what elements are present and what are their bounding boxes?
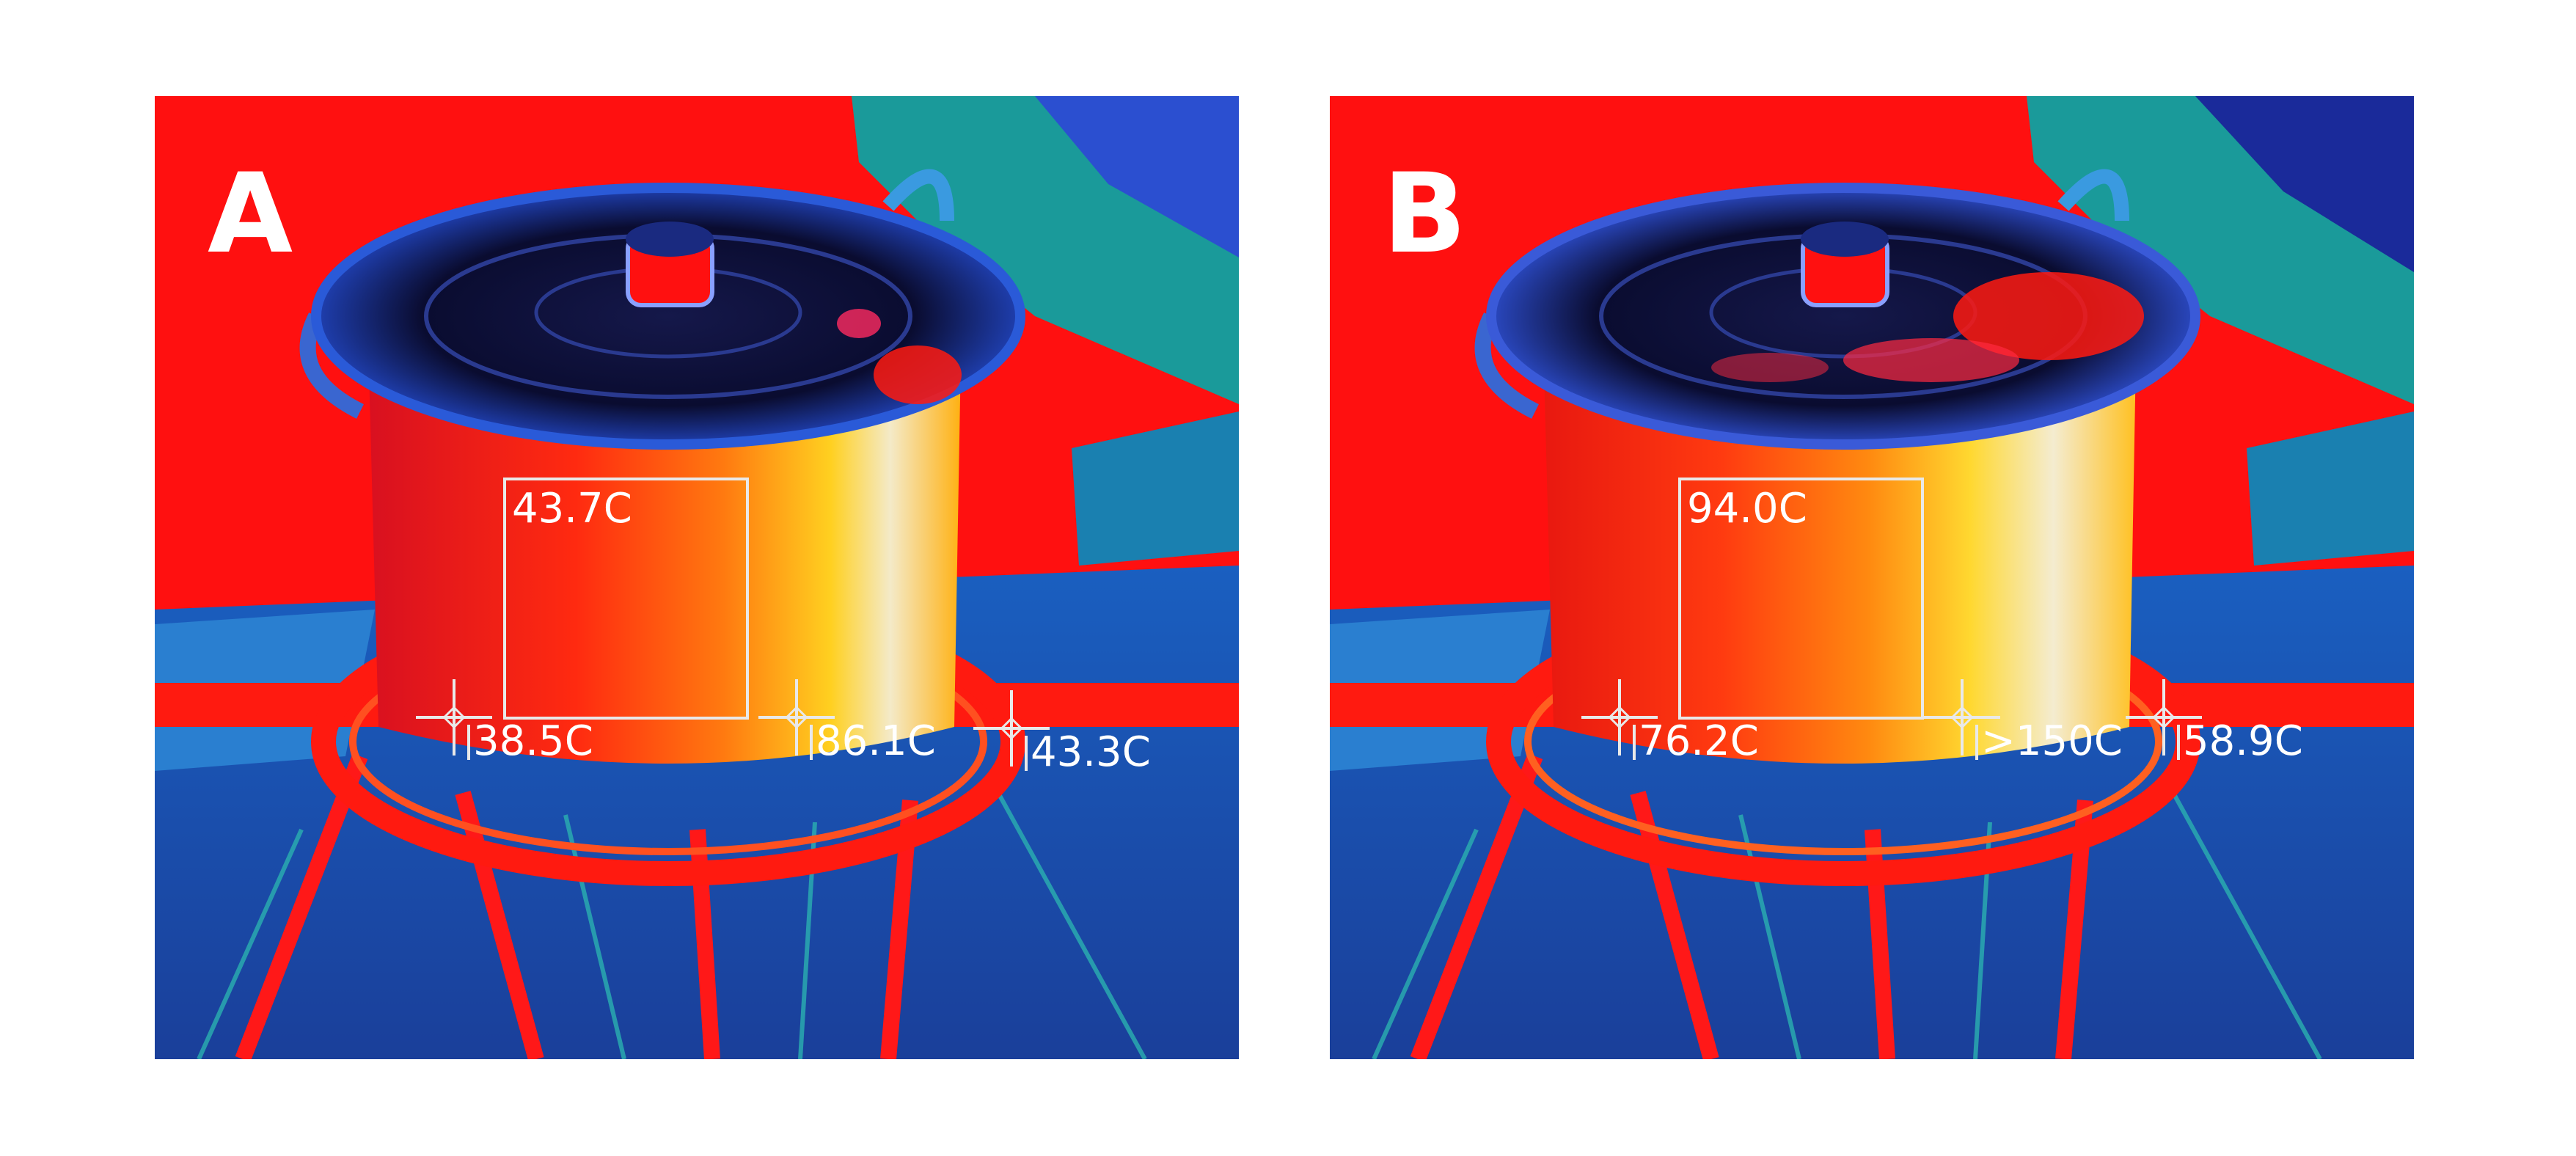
measurement-box: 43.7C [503,478,749,720]
thermal-photo-a [155,96,1239,1059]
thermal-image-panel-b: B 94.0C 76.2C >150C 58.9C [1330,96,2414,1059]
spot-temperature-label: 58.9C [2183,717,2303,765]
spot-temperature-label: >150C [1981,717,2123,765]
spot-temperature-label: 43.3C [1031,728,1151,776]
measurement-box: 94.0C [1678,478,1924,720]
box-temperature-label: 94.0C [1687,485,1807,533]
spot-temperature-label: 86.1C [816,717,936,765]
panel-label: B [1383,150,1467,278]
panel-label: A [208,150,293,278]
spot-temperature-label: 38.5C [473,717,593,765]
thermal-image-panel-a: A 43.7C 38.5C 86.1C 43.3C [155,96,1239,1059]
spot-temperature-label: 76.2C [1639,717,1759,765]
box-temperature-label: 43.7C [512,485,632,533]
thermal-photo-b [1330,96,2414,1059]
